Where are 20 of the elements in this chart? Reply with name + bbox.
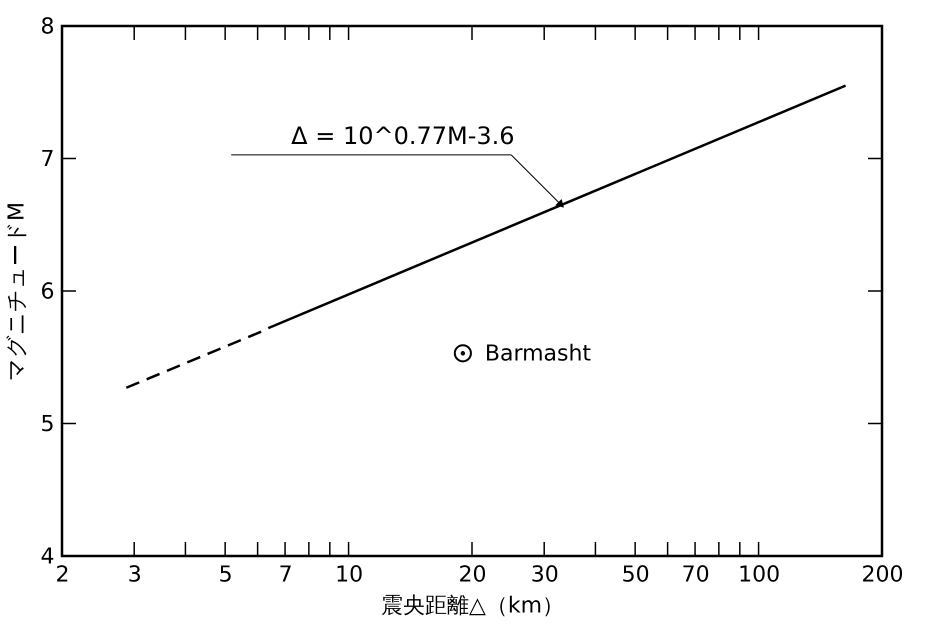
x-tick-label: 7: [278, 562, 293, 588]
x-tick-label: 3: [128, 562, 142, 588]
x-axis-title: 震央距離△（km）: [380, 594, 564, 618]
annotation: Δ = 10^0.77M-3.6: [291, 122, 515, 150]
x-tick-label: 5: [218, 562, 233, 588]
x-tick-label: 200: [862, 562, 904, 588]
y-tick-label: 4: [40, 544, 54, 570]
x-tick-label: 30: [530, 562, 559, 588]
y-tick-label: 5: [40, 412, 54, 437]
series-label: Barmasht: [484, 341, 592, 366]
x-tick-label: 50: [622, 562, 650, 588]
x-tick-label: 20: [458, 562, 486, 588]
x-tick-label: 100: [738, 562, 780, 588]
y-tick-label: 7: [40, 147, 54, 172]
y-tick-label: 6: [40, 280, 54, 304]
y-axis-title: マグニチュードM: [4, 202, 30, 381]
x-tick-label: 2: [56, 562, 70, 588]
x-tick-label: 70: [682, 562, 710, 588]
y-tick-label: 8: [40, 14, 54, 40]
x-tick-label: 10: [335, 562, 364, 588]
